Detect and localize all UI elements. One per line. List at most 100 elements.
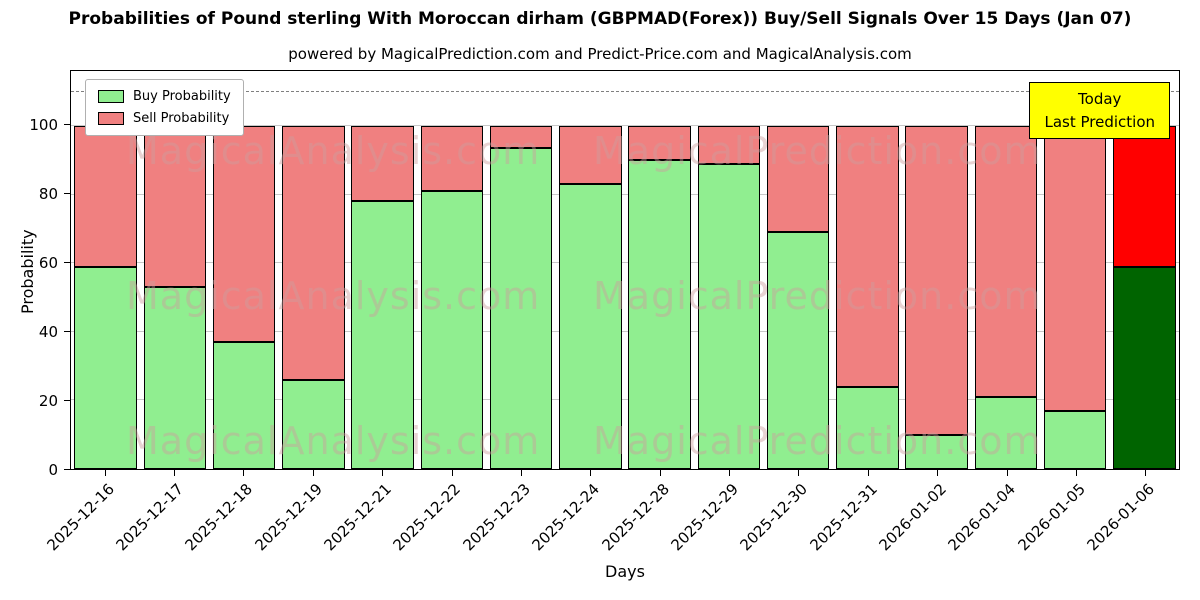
x-tick-label: 2025-12-24 xyxy=(528,480,604,555)
y-tick-mark xyxy=(64,400,70,402)
watermark-text: MagicalPrediction.com xyxy=(593,419,1042,463)
x-tick-mark xyxy=(104,470,106,476)
buy-bar-segment xyxy=(559,184,622,469)
gridline xyxy=(71,124,1179,126)
x-tick-label: 2025-12-16 xyxy=(43,480,118,555)
chart-subtitle: powered by MagicalPrediction.com and Pre… xyxy=(288,45,912,63)
sell-bar-segment xyxy=(282,125,345,380)
today-annotation: Today Last Prediction xyxy=(1029,82,1170,139)
x-tick-label: 2026-01-04 xyxy=(944,480,1020,555)
x-tick-label: 2025-12-17 xyxy=(112,480,187,555)
legend-swatch-buy xyxy=(98,90,124,103)
buy-bar-segment xyxy=(905,434,968,469)
sell-bar-segment xyxy=(628,125,691,161)
sell-bar-segment xyxy=(351,125,414,202)
sell-bar-segment xyxy=(974,125,1038,397)
y-tick-mark xyxy=(64,193,70,195)
x-tick-label: 2026-01-06 xyxy=(1083,480,1159,555)
bar-group xyxy=(836,71,899,469)
x-tick-mark xyxy=(937,470,939,476)
x-tick-mark xyxy=(1006,470,1008,476)
bar-group xyxy=(282,71,345,469)
sell-bar-segment xyxy=(559,125,622,185)
x-tick-mark xyxy=(243,470,245,476)
x-tick-mark xyxy=(451,470,453,476)
buy-bar-segment xyxy=(697,163,761,469)
sell-bar-segment xyxy=(420,125,484,192)
x-axis-ticks: 2025-12-16 2025-12-17 2025-12-18 2025-12-19… xyxy=(43,470,1180,570)
buy-bar-segment xyxy=(489,148,553,469)
y-tick-label: 40 xyxy=(38,323,58,342)
x-tick-mark xyxy=(312,470,314,476)
buy-bar-segment xyxy=(766,232,830,469)
watermark-text: MagicalAnalysis.com xyxy=(126,129,541,173)
y-tick-mark xyxy=(64,331,70,333)
x-axis-label: Days xyxy=(605,562,645,581)
bar-group xyxy=(1113,71,1176,469)
bar-group xyxy=(1043,71,1107,469)
watermark-text: MagicalPrediction.com xyxy=(593,274,1042,318)
sell-bar-segment xyxy=(1043,125,1107,411)
annotation-line-2: Last Prediction xyxy=(1044,112,1155,131)
sell-bar-segment xyxy=(212,125,276,343)
sell-bar-segment xyxy=(1113,125,1176,267)
x-tick-mark xyxy=(174,470,176,476)
buy-bar-segment xyxy=(1043,410,1107,469)
bar-group xyxy=(143,71,207,469)
buy-bar-segment xyxy=(974,396,1038,469)
bar-group xyxy=(420,71,484,469)
x-tick-label: 2026-01-05 xyxy=(1014,480,1089,555)
x-tick-mark xyxy=(659,470,661,476)
x-tick-label: 2025-12-30 xyxy=(736,480,812,555)
buy-bar-segment xyxy=(420,191,484,469)
annotation-line-1: Today xyxy=(1078,90,1122,108)
plot-area: Buy Probability Sell Probability Today La… xyxy=(70,70,1180,470)
bar-group xyxy=(351,71,414,469)
x-tick-mark xyxy=(590,470,592,476)
dashed-threshold-line xyxy=(71,90,1179,92)
sell-bar-segment xyxy=(766,125,830,233)
buy-bar-segment xyxy=(1113,266,1176,469)
chart-title: Probabilities of Pound sterling With Mor… xyxy=(68,9,1132,29)
legend-item-buy: Buy Probability xyxy=(98,89,231,104)
legend-label: Buy Probability xyxy=(133,89,231,104)
bar-group xyxy=(489,71,553,469)
watermark-text: MagicalPrediction.com xyxy=(593,129,1042,173)
x-tick-mark xyxy=(798,470,800,476)
bar-group xyxy=(766,71,830,469)
y-tick-mark xyxy=(64,469,70,470)
gridline xyxy=(71,262,1179,264)
legend: Buy Probability Sell Probability xyxy=(85,79,244,136)
sell-bar-segment xyxy=(489,125,553,149)
y-tick-mark xyxy=(64,262,70,264)
x-tick-label: 2025-12-29 xyxy=(667,480,742,555)
legend-label: Sell Probability xyxy=(133,111,230,126)
y-axis-ticks: 0 20 40 60 80 100 xyxy=(0,70,70,479)
buy-bar-segment xyxy=(212,342,276,469)
buy-bar-segment xyxy=(74,266,137,469)
buy-bar-segment xyxy=(143,287,207,469)
x-tick-mark xyxy=(520,470,522,476)
x-tick-mark xyxy=(729,470,731,476)
x-tick-label: 2025-12-22 xyxy=(389,480,465,555)
x-tick-mark xyxy=(867,470,869,476)
x-tick-mark xyxy=(382,470,384,476)
y-tick-label: 0 xyxy=(48,461,58,479)
watermark-text: MagicalAnalysis.com xyxy=(126,274,541,318)
x-tick-label: 2025-12-31 xyxy=(806,480,881,555)
y-tick-label: 60 xyxy=(38,254,58,273)
x-tick-mark xyxy=(1075,470,1077,476)
sell-bar-segment xyxy=(74,125,137,267)
x-tick-label: 2026-01-02 xyxy=(875,480,950,555)
bar-group xyxy=(212,71,276,469)
gridline xyxy=(71,193,1179,195)
buy-bar-segment xyxy=(282,379,345,469)
sell-bar-segment xyxy=(697,125,761,164)
bar-group xyxy=(559,71,622,469)
buy-bar-segment xyxy=(351,201,414,469)
buy-bar-segment xyxy=(628,160,691,469)
sell-bar-segment xyxy=(143,125,207,288)
bar-group xyxy=(905,71,968,469)
y-tick-label: 80 xyxy=(38,185,58,204)
